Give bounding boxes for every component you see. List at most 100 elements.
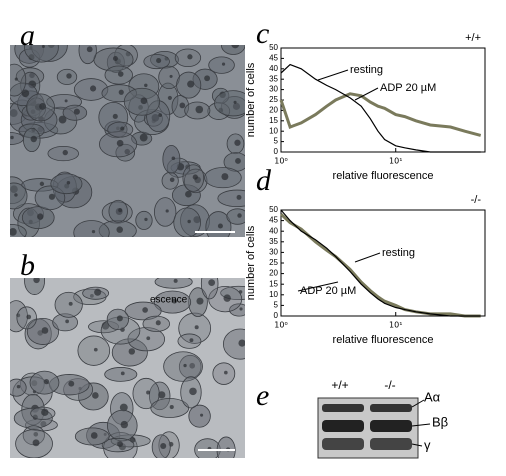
- band: [322, 404, 364, 412]
- y-tick-label: 35: [269, 237, 278, 246]
- nucleus: [223, 294, 231, 302]
- micrograph-cells: [10, 45, 245, 237]
- nucleus: [32, 439, 40, 447]
- band-label: γ: [424, 437, 431, 452]
- nucleus: [217, 223, 223, 229]
- y-tick-label: 45: [269, 216, 278, 225]
- nucleus: [139, 133, 148, 142]
- cell: [217, 189, 245, 208]
- nucleus: [234, 139, 241, 146]
- nucleus: [238, 339, 245, 347]
- nucleus: [68, 380, 75, 387]
- histogram-line: [279, 92, 482, 137]
- nucleus: [144, 83, 148, 88]
- nucleus: [237, 213, 242, 218]
- y-tick-label: 50: [269, 205, 278, 214]
- nucleus: [160, 443, 167, 450]
- nucleus: [233, 100, 237, 104]
- y-tick-label: 15: [269, 116, 278, 125]
- band: [322, 438, 364, 450]
- nucleus: [183, 363, 187, 368]
- nucleus: [142, 307, 148, 313]
- series-label: ADP 20 µM: [380, 82, 436, 94]
- panel-label: d: [256, 164, 272, 197]
- nucleus: [236, 194, 242, 200]
- cell: [73, 220, 110, 237]
- nucleus: [66, 73, 72, 79]
- cell: [10, 63, 27, 97]
- cell: [226, 208, 245, 225]
- cell: [135, 210, 153, 230]
- cell: [221, 45, 245, 55]
- series-label: resting: [382, 247, 415, 259]
- nucleus: [195, 105, 204, 114]
- y-tick-label: 30: [269, 85, 278, 94]
- nucleus: [221, 173, 229, 181]
- nucleus: [39, 181, 45, 187]
- cell: [154, 278, 193, 289]
- y-axis-label: number of cells: [245, 225, 257, 300]
- cell: [214, 90, 245, 117]
- nucleus: [66, 180, 71, 185]
- cell: [223, 328, 245, 360]
- genotype-label: -/-: [471, 194, 482, 206]
- nucleus: [155, 320, 161, 326]
- nucleus: [239, 307, 243, 311]
- nucleus: [146, 390, 151, 395]
- y-tick-label: 5: [274, 137, 279, 146]
- series-label: ADP 20 µM: [300, 285, 356, 297]
- nucleus: [169, 404, 174, 410]
- nucleus: [189, 338, 194, 343]
- y-tick-label: 15: [269, 279, 278, 288]
- y-tick-label: 30: [269, 248, 278, 257]
- nucleus: [116, 315, 123, 322]
- y-tick-label: 5: [274, 301, 279, 310]
- y-tick-label: 20: [269, 269, 278, 278]
- nucleus: [204, 75, 211, 82]
- leader: [317, 69, 349, 81]
- nucleus: [189, 387, 197, 396]
- nucleus: [90, 85, 97, 92]
- nucleus: [26, 314, 32, 320]
- nucleus: [235, 158, 241, 164]
- micrograph-cells: [10, 278, 245, 458]
- leader: [354, 87, 379, 101]
- nucleus: [158, 391, 166, 399]
- nucleus: [62, 149, 68, 156]
- nucleus: [173, 278, 178, 283]
- cell: [24, 278, 46, 295]
- y-tick-label: 45: [269, 54, 278, 63]
- nucleus: [167, 95, 172, 100]
- series-label: resting: [350, 64, 383, 76]
- panel-label: e: [256, 379, 269, 412]
- nucleus: [120, 420, 129, 429]
- nucleus: [94, 288, 102, 296]
- nucleus: [124, 148, 131, 155]
- y-tick-label: 50: [269, 43, 278, 52]
- nucleus: [120, 126, 125, 131]
- band-label: Bβ: [432, 414, 448, 429]
- cell: [24, 45, 59, 63]
- cell: [223, 152, 245, 172]
- cell: [212, 362, 236, 385]
- nucleus: [112, 56, 118, 61]
- nucleus: [118, 89, 124, 95]
- cell: [107, 121, 134, 138]
- cell: [108, 199, 128, 223]
- nucleus: [37, 213, 44, 220]
- cell: [173, 207, 201, 237]
- x-axis-label: relative fluorescence: [333, 334, 434, 346]
- nucleus: [112, 113, 118, 119]
- nucleus: [179, 102, 186, 109]
- cell: [163, 351, 203, 382]
- cell: [208, 56, 235, 74]
- nucleus: [48, 193, 56, 200]
- nucleus: [64, 99, 68, 103]
- nucleus: [86, 46, 93, 53]
- panel-label: a: [20, 19, 35, 52]
- x-tick-label: 10⁰: [274, 157, 287, 166]
- nucleus: [90, 432, 98, 439]
- cell: [154, 197, 177, 227]
- cell: [205, 211, 232, 237]
